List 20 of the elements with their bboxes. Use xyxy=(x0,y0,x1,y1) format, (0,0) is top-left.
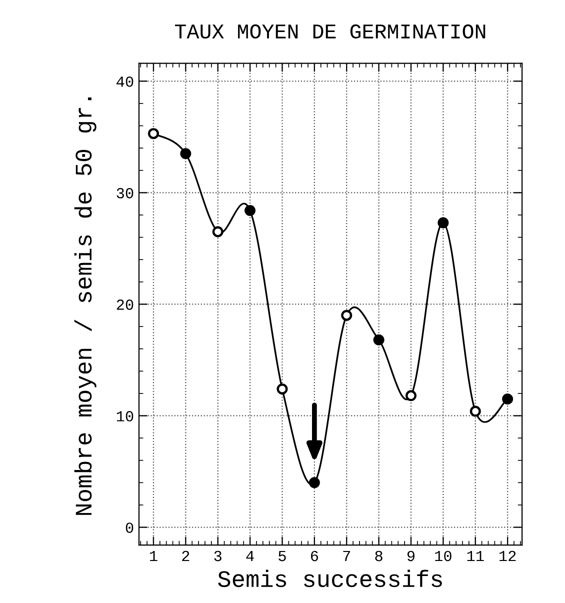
x-tick-label: 12 xyxy=(500,550,516,562)
y-tick-label: 40 xyxy=(116,76,134,87)
x-tick-label: 6 xyxy=(310,550,318,562)
y-axis-title: Nombre moyen / semis de 50 gr. xyxy=(74,97,96,515)
x-tick-label: 3 xyxy=(214,550,222,562)
x-tick-label: 11 xyxy=(467,550,484,562)
x-tick-label: 5 xyxy=(278,550,286,562)
x-tick-label: 2 xyxy=(182,550,190,562)
x-tick-label: 8 xyxy=(375,550,382,562)
y-tick-label: 30 xyxy=(116,188,134,198)
x-tick-label: 1 xyxy=(150,550,158,562)
x-axis-title: Semis successifs xyxy=(218,570,442,588)
x-tick-label: 9 xyxy=(407,550,415,562)
x-tick-label: 10 xyxy=(435,550,452,562)
y-tick-label: 0 xyxy=(126,522,134,533)
x-tick-label: 4 xyxy=(246,550,254,562)
chart-title: TAUX MOYEN DE GERMINATION xyxy=(175,24,486,39)
y-tick-label: 20 xyxy=(116,300,134,310)
x-tick-label: 7 xyxy=(343,550,350,562)
y-tick-label: 10 xyxy=(116,411,134,422)
